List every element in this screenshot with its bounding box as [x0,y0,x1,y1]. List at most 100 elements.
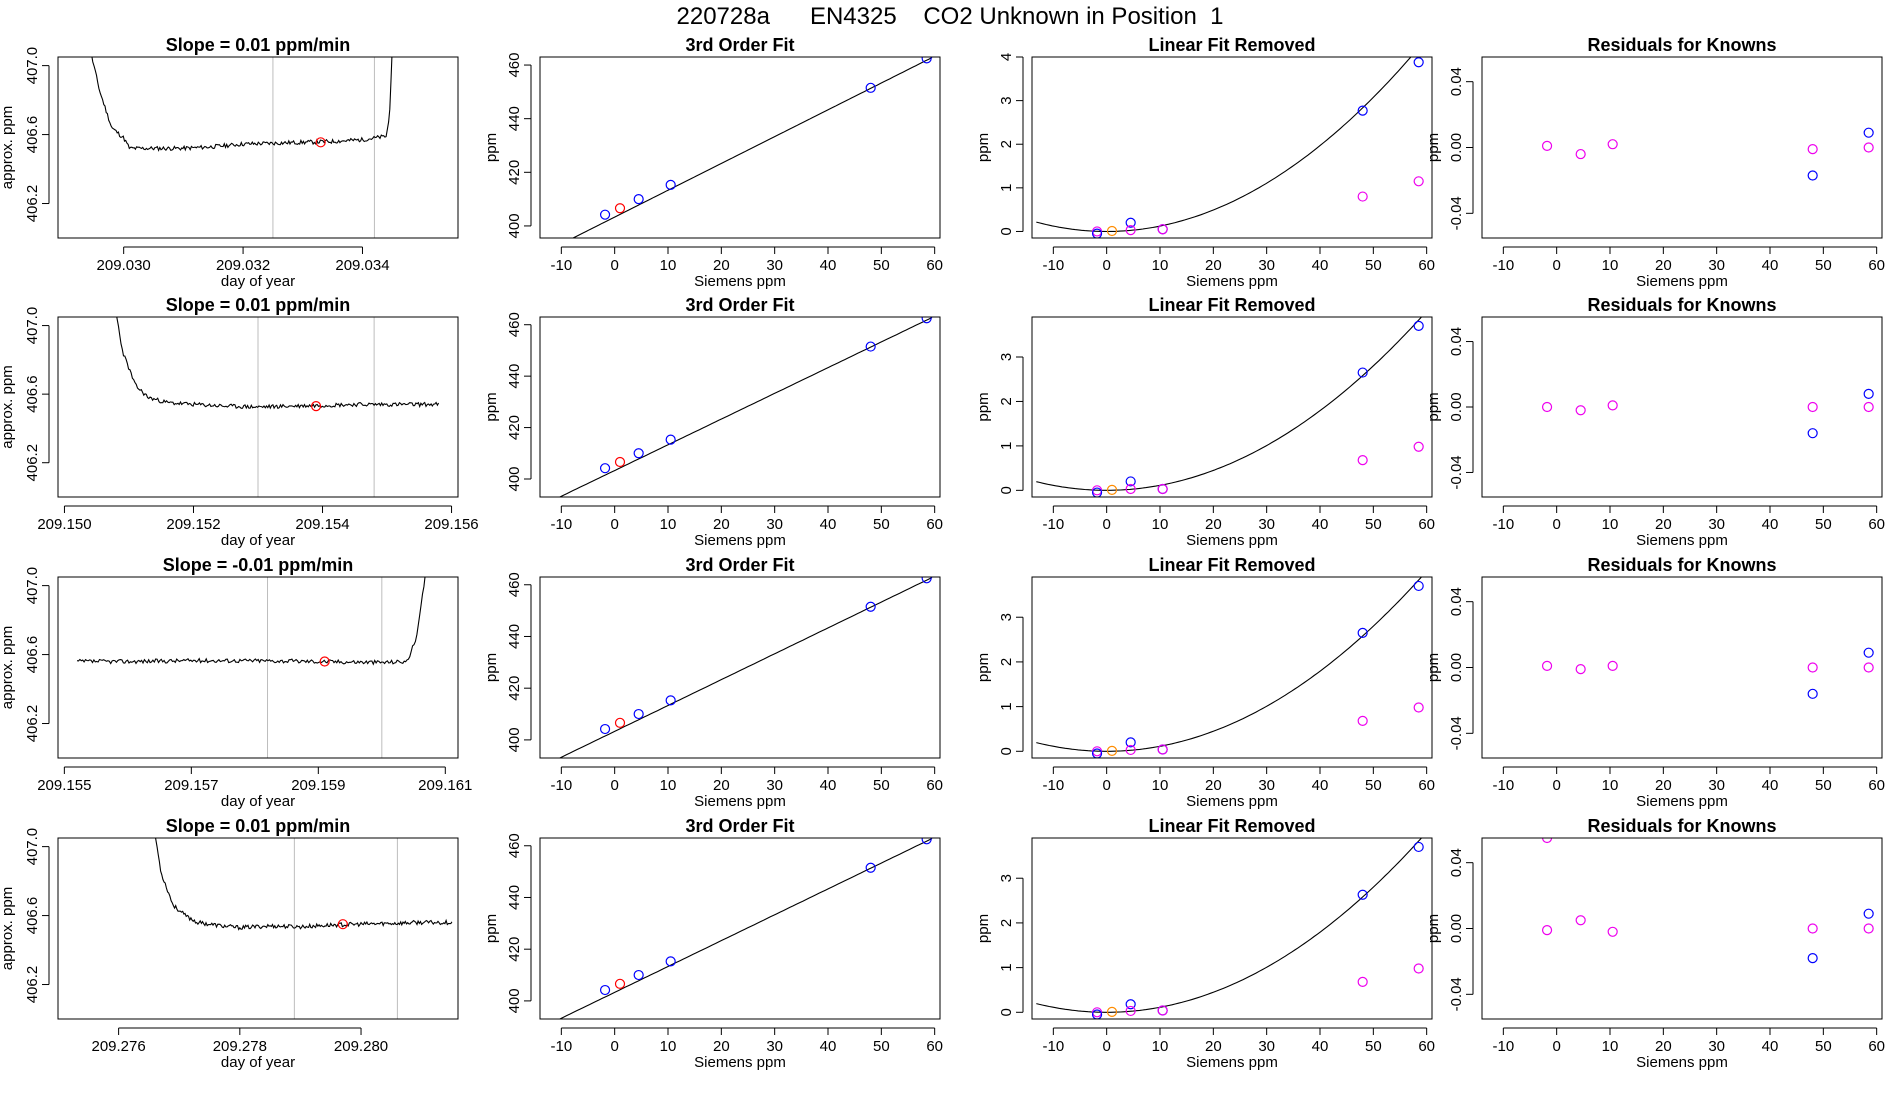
panel-scatter-r3-c2: Linear Fit Removed-10 0 10 20 30 40 50 60Siemen… [975,816,1435,1071]
y-tick-label: 460 [506,312,523,337]
data-point-known [1807,170,1818,181]
data-point-violet [1413,702,1424,713]
panel-title: Slope = -0.01 ppm/min [163,555,354,575]
data-point-unknown [315,137,326,148]
data-point-violet [1807,401,1818,413]
x-tick-label: 10 [660,777,677,794]
data-point-known [665,179,676,191]
panel-title: Linear Fit Removed [1148,295,1315,315]
x-tick-label: 30 [1708,777,1725,794]
x-tick-label: 0 [610,777,618,794]
panel-title: 3rd Order Fit [685,35,794,55]
x-tick-label: 20 [713,777,730,794]
x-axis-label: day of year [221,793,295,810]
x-axis-label: Siemens ppm [694,1054,786,1071]
x-tick-label: 60 [1868,777,1885,794]
x-tick-label: 30 [1708,516,1725,533]
x-axis-label: day of year [221,532,295,549]
data-point-violet [1607,926,1618,937]
data-point-known [1091,487,1103,497]
data-point-known [665,956,676,967]
data-point-known [865,341,876,352]
x-tick-label: 0 [1552,257,1560,274]
data-point-known [1357,627,1368,638]
y-tick-label: 3 [998,613,1015,621]
x-tick-label: 40 [820,1038,837,1055]
y-tick-label: 3 [998,96,1015,104]
x-tick-label: 40 [1762,257,1779,274]
data-point-violet [1863,923,1874,934]
data-point-violet [1357,976,1368,988]
y-tick-label: 420 [506,937,523,962]
x-tick-label: -10 [550,516,572,533]
panel-title: Residuals for Knowns [1587,295,1776,315]
y-tick-label: 0.00 [1448,914,1465,943]
series-line [76,577,426,666]
x-axis-label: Siemens ppm [694,793,786,810]
data-point-unknown [310,401,322,412]
data-point-unknown [337,919,348,930]
y-tick-label: -0.04 [1448,196,1465,230]
y-axis-label: approx. ppm [0,626,16,709]
data-point-known [1091,228,1103,238]
data-point-known [1357,889,1368,900]
y-tick-label: 400 [506,466,523,491]
data-point-known [665,434,676,445]
data-point-violet [1357,455,1368,466]
x-tick-label: -10 [1492,777,1514,794]
x-tick-label: 209.161 [418,777,472,794]
x-tick-label: 50 [1365,1038,1382,1055]
data-point-known [1125,476,1136,487]
data-point-violet [1125,1005,1136,1017]
plot-frame [539,316,941,498]
x-tick-label: 50 [873,1038,890,1055]
plot-frame [1031,837,1433,1020]
y-tick-label: -0.04 [1448,977,1465,1011]
x-axis-label: Siemens ppm [1186,532,1278,549]
x-tick-label: 20 [713,257,730,274]
y-tick-label: 420 [506,415,523,440]
plot-frame [1481,316,1883,498]
x-tick-label: 209.159 [291,777,345,794]
y-axis-label: ppm [483,133,500,162]
data-point-violet [1541,140,1553,151]
y-tick-label: 406.2 [24,444,41,482]
plot-frame [57,56,459,239]
x-tick-label: 20 [1205,1038,1222,1055]
y-tick-label: 2 [998,658,1015,666]
x-tick-label: 40 [1312,777,1329,794]
panel-scatter-r2-c3: Residuals for Knowns -10 0 10 20 30 40 50 60 Siem… [1425,555,1885,810]
plot-frame [539,576,941,759]
y-tick-label: 406.2 [24,966,41,1004]
x-tick-label: 20 [1205,777,1222,794]
x-tick-label: 30 [766,257,783,274]
y-tick-label: 1 [998,702,1015,710]
data-point-violet [1413,176,1424,187]
x-axis-label: Siemens ppm [1636,793,1728,810]
x-tick-label: 0 [1102,516,1110,533]
x-axis-label: Siemens ppm [1186,273,1278,290]
panel-title: Linear Fit Removed [1148,35,1315,55]
y-tick-label: 460 [506,572,523,597]
x-tick-label: 50 [1815,777,1832,794]
y-tick-label: 400 [506,213,523,238]
x-tick-label: 20 [713,516,730,533]
y-tick-label: 0.04 [1448,327,1465,356]
data-point-known [1807,953,1818,964]
x-tick-label: 30 [1708,1038,1725,1055]
data-point-orange [1106,225,1118,237]
x-tick-label: 10 [1602,1038,1619,1055]
panel-title: Slope = 0.01 ppm/min [166,816,351,836]
x-tick-label: 30 [1258,777,1275,794]
data-point-orange [1106,1006,1118,1017]
y-tick-label: 1 [998,963,1015,971]
data-point-violet [1125,744,1136,756]
y-axis-label: ppm [975,133,992,162]
x-axis-label: day of year [221,273,295,290]
x-tick-label: 20 [1655,1038,1672,1055]
y-tick-label: 0.00 [1448,133,1465,162]
data-point-known [1863,127,1874,138]
x-tick-label: 60 [1418,257,1435,274]
x-tick-label: -10 [1492,1038,1514,1055]
data-point-violet [1807,923,1818,934]
